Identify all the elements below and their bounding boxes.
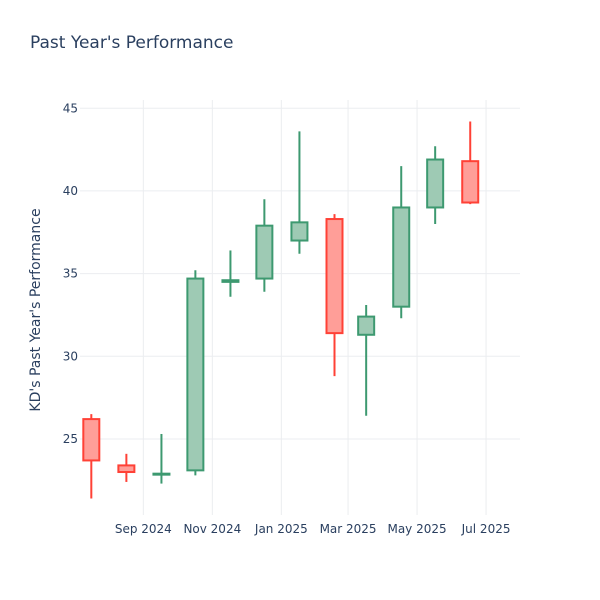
y-tick-label: 30 [63, 349, 78, 363]
x-tick-label: Jul 2025 [461, 522, 511, 536]
y-tick-label: 25 [63, 432, 78, 446]
candle-increasing [221, 250, 240, 297]
candle-increasing [290, 131, 309, 254]
y-tick-label: 45 [63, 101, 78, 115]
y-axis-title: KD's Past Year's Performance [28, 208, 44, 411]
axes: 25 30 35 40 45 Sep 2024 Nov 2024 Jan 2025 Mar 20… [63, 101, 511, 536]
candle-increasing [255, 199, 274, 292]
candle-decreasing [461, 121, 480, 205]
candles [82, 121, 480, 499]
candle-body [117, 464, 136, 474]
candle-increasing [152, 433, 171, 484]
candle-body [255, 224, 274, 280]
candle-decreasing [82, 414, 101, 499]
x-tick-label: Sep 2024 [115, 522, 172, 536]
candle-body [186, 277, 205, 472]
candle-body [290, 221, 309, 242]
candle-increasing [392, 166, 411, 319]
x-tick-label: Jan 2025 [254, 522, 308, 536]
x-tick-label: Mar 2025 [320, 522, 377, 536]
candle-body [82, 418, 101, 462]
y-tick-label: 40 [63, 184, 78, 198]
candle-increasing [186, 270, 205, 476]
candle-body [152, 472, 171, 476]
candle-increasing [426, 146, 445, 225]
candle-decreasing [117, 453, 136, 482]
candle-body [426, 158, 445, 209]
x-tick-label: Nov 2024 [183, 522, 241, 536]
chart-title: Past Year's Performance [30, 33, 234, 53]
candle-body [325, 218, 344, 335]
x-tick-label: May 2025 [387, 522, 446, 536]
candle-increasing [357, 305, 376, 416]
y-tick-label: 35 [63, 267, 78, 281]
candle-body [392, 206, 411, 308]
candle-decreasing [325, 214, 344, 377]
candle-body [461, 160, 480, 204]
candle-body [357, 315, 376, 336]
candle-body [221, 279, 240, 283]
